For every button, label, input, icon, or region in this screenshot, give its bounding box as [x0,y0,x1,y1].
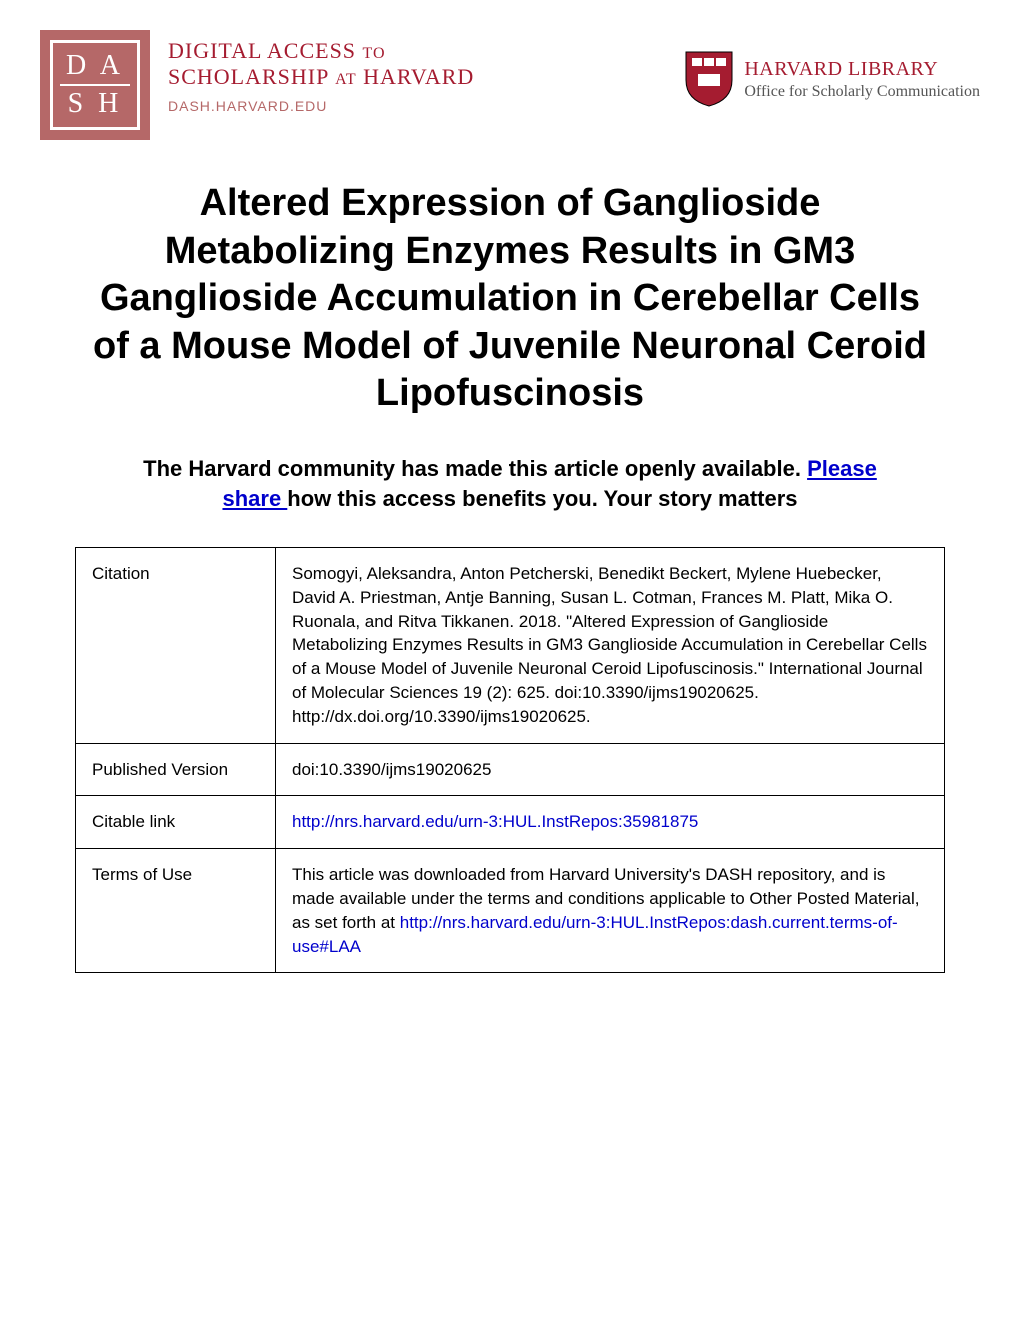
community-part2: how this access benefits you. Your story… [287,486,797,511]
dash-line1-main: DIGITAL ACCESS [168,38,356,63]
harvard-office-label: Office for Scholarly Communication [744,83,980,101]
dash-logo-inner: D A S H [50,40,140,130]
dash-line1-small: TO [363,45,386,62]
table-row: Terms of Use This article was downloaded… [76,849,945,973]
citable-link[interactable]: http://nrs.harvard.edu/urn-3:HUL.InstRep… [292,812,698,831]
table-row: Published Version doi:10.3390/ijms190206… [76,743,945,796]
citable-value: http://nrs.harvard.edu/urn-3:HUL.InstRep… [276,796,945,849]
community-statement: The Harvard community has made this arti… [140,454,880,516]
dash-logo-row2: S H [62,86,129,122]
terms-value: This article was downloaded from Harvard… [276,849,945,973]
harvard-library-label: HARVARD LIBRARY [744,58,980,81]
metadata-table: Citation Somogyi, Aleksandra, Anton Petc… [75,547,945,973]
table-row: Citation Somogyi, Aleksandra, Anton Petc… [76,548,945,744]
dash-text-block: DIGITAL ACCESS TO SCHOLARSHIP AT HARVARD… [168,30,474,114]
table-row: Citable link http://nrs.harvard.edu/urn-… [76,796,945,849]
citation-label: Citation [76,548,276,744]
header-right: HARVARD LIBRARY Office for Scholarly Com… [684,30,980,108]
terms-label: Terms of Use [76,849,276,973]
community-part1: The Harvard community has made this arti… [143,456,807,481]
article-title: Altered Expression of Ganglioside Metabo… [90,180,930,418]
dash-line2-c: HARVARD [363,64,474,89]
citation-value: Somogyi, Aleksandra, Anton Petcherski, B… [276,548,945,744]
dash-line2-b: AT [335,71,357,88]
dash-logo: D A S H [40,30,150,140]
published-label: Published Version [76,743,276,796]
dash-line1: DIGITAL ACCESS TO [168,38,474,64]
page-header: D A S H DIGITAL ACCESS TO SCHOLARSHIP AT… [40,30,980,140]
dash-line2-a: SCHOLARSHIP [168,64,329,89]
header-left: D A S H DIGITAL ACCESS TO SCHOLARSHIP AT… [40,30,474,140]
published-value: doi:10.3390/ijms19020625 [276,743,945,796]
dash-line2: SCHOLARSHIP AT HARVARD [168,64,474,90]
harvard-shield-icon [684,50,734,108]
dash-logo-row1: D A [60,48,130,86]
dash-url: DASH.HARVARD.EDU [168,98,474,114]
harvard-text-block: HARVARD LIBRARY Office for Scholarly Com… [744,58,980,101]
citable-label: Citable link [76,796,276,849]
